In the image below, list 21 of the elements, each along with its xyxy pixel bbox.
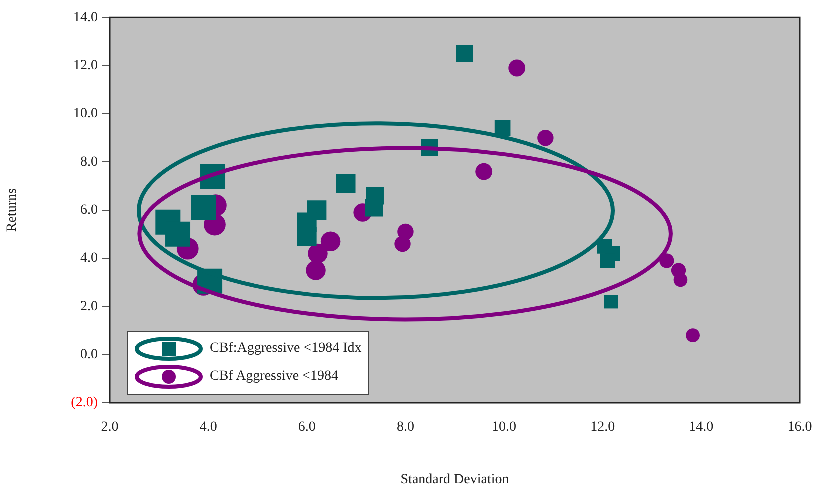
legend-label: CBf Aggressive <1984 [210,369,338,385]
x-tick-label: 6.0 [298,420,316,436]
y-tick-label: 14.0 [74,10,98,26]
x-tick-label: 2.0 [101,420,119,436]
x-tick-label: 10.0 [492,420,517,436]
y-axis-title: Returns [5,188,20,232]
y-tick-label: 10.0 [74,106,98,122]
y-tick-label: 6.0 [80,203,98,218]
x-tick-label: 4.0 [200,420,218,436]
legend-label: CBf:Aggressive <1984 Idx [210,341,362,357]
y-tick-label: 2.0 [80,299,98,314]
y-tick-label: (2.0) [71,396,98,411]
x-tick-label: 8.0 [396,420,414,436]
y-tick-label: 8.0 [80,154,98,170]
x-axis-title: Standard Deviation [400,472,510,488]
y-tick-label: 0.0 [80,348,98,363]
x-tick-label: 12.0 [590,420,616,436]
y-tick-label: 12.0 [74,58,98,74]
x-tick-label: 14.0 [689,420,714,436]
x-tick-label: 16.0 [788,420,812,436]
y-tick-label: 4.0 [80,251,98,266]
